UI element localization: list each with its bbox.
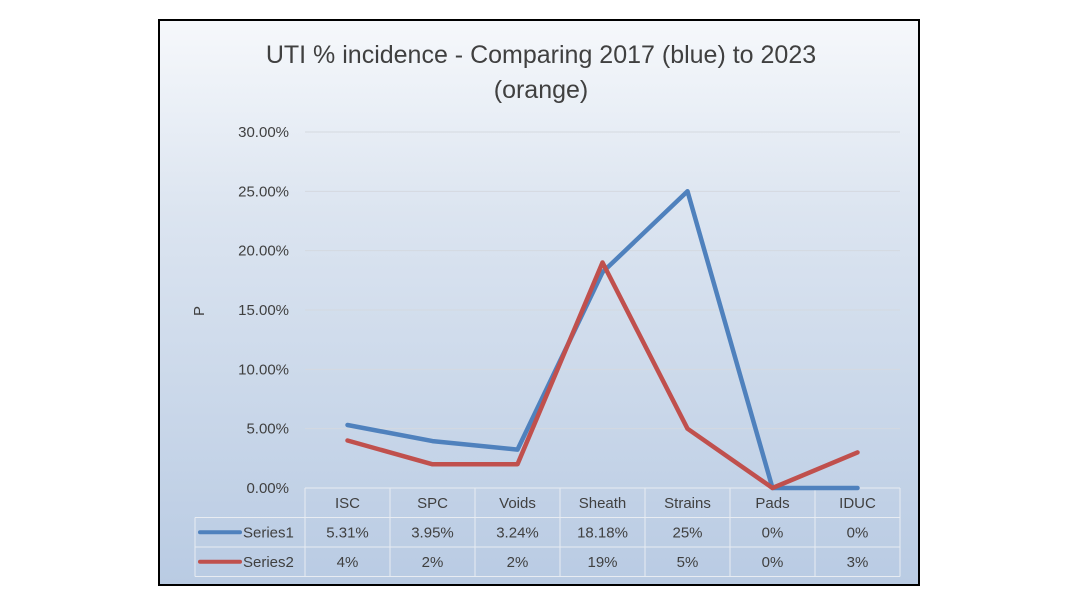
data-label: 18.18%: [577, 524, 628, 541]
data-label: 19%: [587, 554, 617, 571]
data-label: 0%: [847, 524, 869, 541]
y-axis-label: P: [191, 306, 208, 316]
data-label: 3%: [847, 554, 869, 571]
y-tick-label: 15.00%: [238, 302, 289, 319]
category-label: Voids: [499, 495, 536, 512]
series-line: [345, 189, 860, 491]
category-label: SPC: [417, 495, 448, 512]
gridlines: [305, 131, 900, 430]
data-label: 4%: [337, 554, 359, 571]
y-tick-label: 25.00%: [238, 183, 289, 200]
data-label: 2%: [507, 554, 529, 571]
data-label: 25%: [672, 524, 702, 541]
line-chart: UTI % incidence - Comparing 2017 (blue) …: [191, 41, 901, 577]
chart-frame: UTI % incidence - Comparing 2017 (blue) …: [158, 19, 920, 586]
y-tick-label: 30.00%: [238, 124, 289, 141]
series-line: [345, 260, 860, 491]
data-label: 3.95%: [411, 524, 454, 541]
category-label: Strains: [664, 495, 711, 512]
data-label: 0%: [762, 554, 784, 571]
data-label: 5%: [677, 554, 699, 571]
y-tick-label: 10.00%: [238, 361, 289, 378]
legend-series-name: Series1: [243, 524, 294, 541]
category-label: Sheath: [579, 495, 627, 512]
chart-title-line1: UTI % incidence - Comparing 2017 (blue) …: [266, 41, 816, 69]
category-label: Pads: [755, 495, 789, 512]
category-label: ISC: [335, 495, 360, 512]
y-tick-label: 20.00%: [238, 243, 289, 260]
chart-title-line2: (orange): [494, 76, 589, 104]
y-tick-label: 5.00%: [246, 421, 289, 438]
legend-series-name: Series2: [243, 554, 294, 571]
y-tick-label: 0.00%: [246, 480, 289, 497]
category-label: IDUC: [839, 495, 876, 512]
data-label: 0%: [762, 524, 784, 541]
y-axis-ticks: 0.00% 5.00% 10.00% 15.00% 20.00% 25.00% 30.00%: [238, 124, 289, 497]
data-label: 2%: [422, 554, 444, 571]
data-label: 5.31%: [326, 524, 369, 541]
series-lines: [345, 189, 860, 491]
data-label: 3.24%: [496, 524, 539, 541]
data-table: ISC SPC Voids Sheath Strains Pads IDUC Series1 5…: [194, 487, 901, 577]
